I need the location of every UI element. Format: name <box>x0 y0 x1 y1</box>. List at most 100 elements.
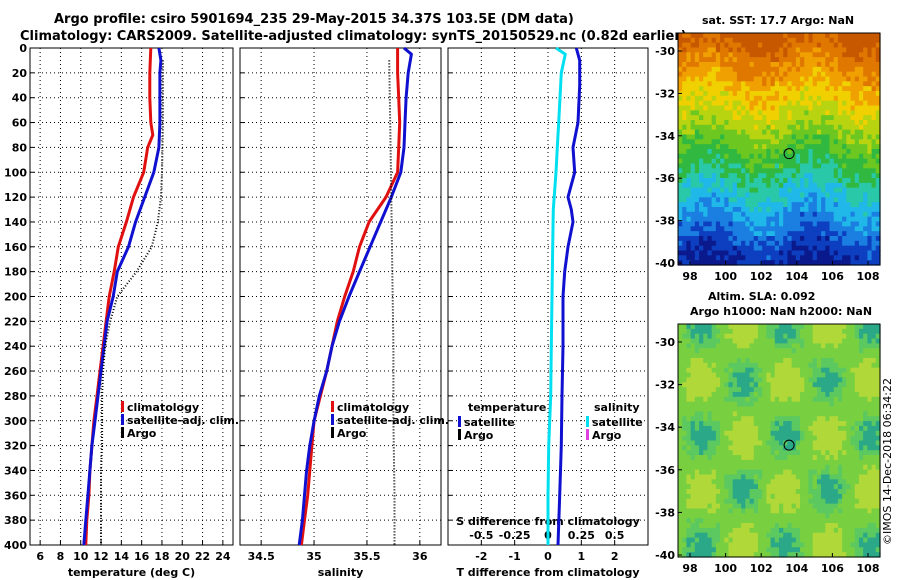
legend-swatch <box>458 416 461 427</box>
series-line-satellite-adj-clim- <box>82 47 163 546</box>
map-x-tick-label: 108 <box>857 562 880 575</box>
map-y-tick-label: -30 <box>655 45 675 58</box>
map-y-tick-label: -32 <box>655 379 675 392</box>
series-line-argo <box>100 60 164 545</box>
y-tick-label: 20 <box>12 67 28 80</box>
x-tick-label: 8 <box>57 550 65 563</box>
argo-position-marker <box>783 439 795 451</box>
map-y-tick-label: -38 <box>655 506 675 519</box>
series-line-argo <box>388 60 396 545</box>
x-tick-label: 2 <box>611 550 619 563</box>
legend-label: satellite <box>464 416 515 429</box>
legend-swatch <box>586 416 589 427</box>
legend-swatch <box>121 414 124 425</box>
y-tick-label: 380 <box>4 514 27 527</box>
y-tick-label: 320 <box>4 440 27 453</box>
x-tick-label: -1 <box>509 550 521 563</box>
map-y-tick-label: -34 <box>655 421 675 434</box>
figure-title-line1: Argo profile: csiro 5901694_235 29-May-2… <box>54 12 574 27</box>
figure-title-line2: Climatology: CARS2009. Satellite-adjuste… <box>20 29 687 44</box>
map-x-tick-label: 100 <box>714 270 737 283</box>
x-tick-label: 36 <box>412 550 428 563</box>
legend-label: climatology <box>337 401 409 414</box>
x2-tick-label: 0.5 <box>605 529 625 542</box>
legend-label: Argo <box>337 427 367 440</box>
x-tick-label: 10 <box>73 550 89 563</box>
y-tick-label: 40 <box>12 92 28 105</box>
x-tick-label: 22 <box>195 550 210 563</box>
legend-swatch <box>121 427 124 438</box>
x-tick-label: 6 <box>36 550 44 563</box>
x-tick-label: 1 <box>578 550 586 563</box>
map-x-tick-label: 102 <box>750 562 773 575</box>
x-tick-label: 16 <box>134 550 150 563</box>
map-y-tick-label: -36 <box>655 464 675 477</box>
y-tick-label: 160 <box>4 241 27 254</box>
x2-tick-label: -0.25 <box>499 529 531 542</box>
map-raster-sst <box>678 33 881 266</box>
chart-salinity: 34.5 35 35.5 36 salinity climatologysatellite… <box>239 46 449 579</box>
legend-label: satellite <box>592 416 643 429</box>
x-axis-label: temperature (deg C) <box>68 566 195 579</box>
y-tick-label: 100 <box>4 166 27 179</box>
map-sst: 98 100 102 104 106 108 -30 -32 -34 -36 -38 -40 <box>655 32 881 283</box>
legend-title-salinity: salinity <box>594 401 640 414</box>
map-y-tick-label: -34 <box>655 130 675 143</box>
map-y-tick-label: -32 <box>655 87 675 100</box>
legend-label: satellite-adj. clim. <box>337 414 449 427</box>
y-tick-label: 300 <box>4 415 27 428</box>
series-line-climatology <box>299 48 402 546</box>
map-y-tick-label: -40 <box>655 549 675 562</box>
map-frame <box>677 323 881 558</box>
x2-tick-label: 0.25 <box>568 529 595 542</box>
map-x-tick-label: 104 <box>785 270 808 283</box>
legend-label: satellite-adj. clim. <box>127 414 239 427</box>
x-axis-label: salinity <box>318 566 364 579</box>
y-tick-label: 80 <box>12 141 28 154</box>
legend-swatch <box>458 429 461 440</box>
legend-swatch <box>331 401 334 412</box>
series-line-t-satellite <box>556 47 582 546</box>
y-tick-label: 340 <box>4 464 27 477</box>
map-x-tick-label: 98 <box>682 562 697 575</box>
map-raster-sla <box>678 324 881 558</box>
map-x-tick-label: 100 <box>714 562 737 575</box>
y-tick-label: 220 <box>4 315 27 328</box>
y-tick-label: 260 <box>4 365 27 378</box>
legend-swatch <box>121 401 124 412</box>
legend-label: Argo <box>592 429 622 442</box>
map-x-tick-label: 102 <box>750 270 773 283</box>
legend-swatch <box>331 427 334 438</box>
y-tick-label: 0 <box>19 42 27 55</box>
map-x-tick-label: 98 <box>682 270 697 283</box>
y-tick-label: 120 <box>4 191 27 204</box>
x-tick-label: 0 <box>544 550 552 563</box>
y-tick-label: 140 <box>4 216 27 229</box>
map-y-tick-label: -38 <box>655 215 675 228</box>
map-x-tick-label: 106 <box>821 562 844 575</box>
x-tick-label: 35.5 <box>353 550 380 563</box>
x-axis-label: T difference from climatology <box>456 566 639 579</box>
x-tick-label: 18 <box>154 550 169 563</box>
y-tick-label: 280 <box>4 390 27 403</box>
legend-label: Argo <box>127 427 157 440</box>
y-tick-label: 200 <box>4 291 27 304</box>
map-sla: 98 100 102 104 106 108 -30 -32 -34 -36 -38 -40 <box>655 323 881 575</box>
legend-label: climatology <box>127 401 199 414</box>
chart-temperature: 0 20 40 60 80 100 120 140 160 180 200 220 240 260 280 3… <box>4 42 239 579</box>
legend-swatch <box>586 429 589 440</box>
x-tick-label: 14 <box>114 550 130 563</box>
sla-map-title-line1: Altim. SLA: 0.092 <box>708 290 816 303</box>
series-line-satellite-adj-clim- <box>297 46 413 546</box>
map-y-tick-label: -40 <box>655 257 675 270</box>
x-tick-label: 12 <box>93 550 108 563</box>
legend-title-temperature: temperature <box>468 401 546 414</box>
map-y-tick-label: -30 <box>655 336 675 349</box>
argo-position-marker <box>783 148 795 160</box>
x-tick-label: -2 <box>475 550 487 563</box>
sst-map-title: sat. SST: 17.7 Argo: NaN <box>702 14 855 27</box>
map-x-tick-label: 108 <box>857 270 880 283</box>
chart-difference: -2 -1 0 1 2 T difference from climatology -0.5… <box>447 46 649 579</box>
legend-label: Argo <box>464 429 494 442</box>
